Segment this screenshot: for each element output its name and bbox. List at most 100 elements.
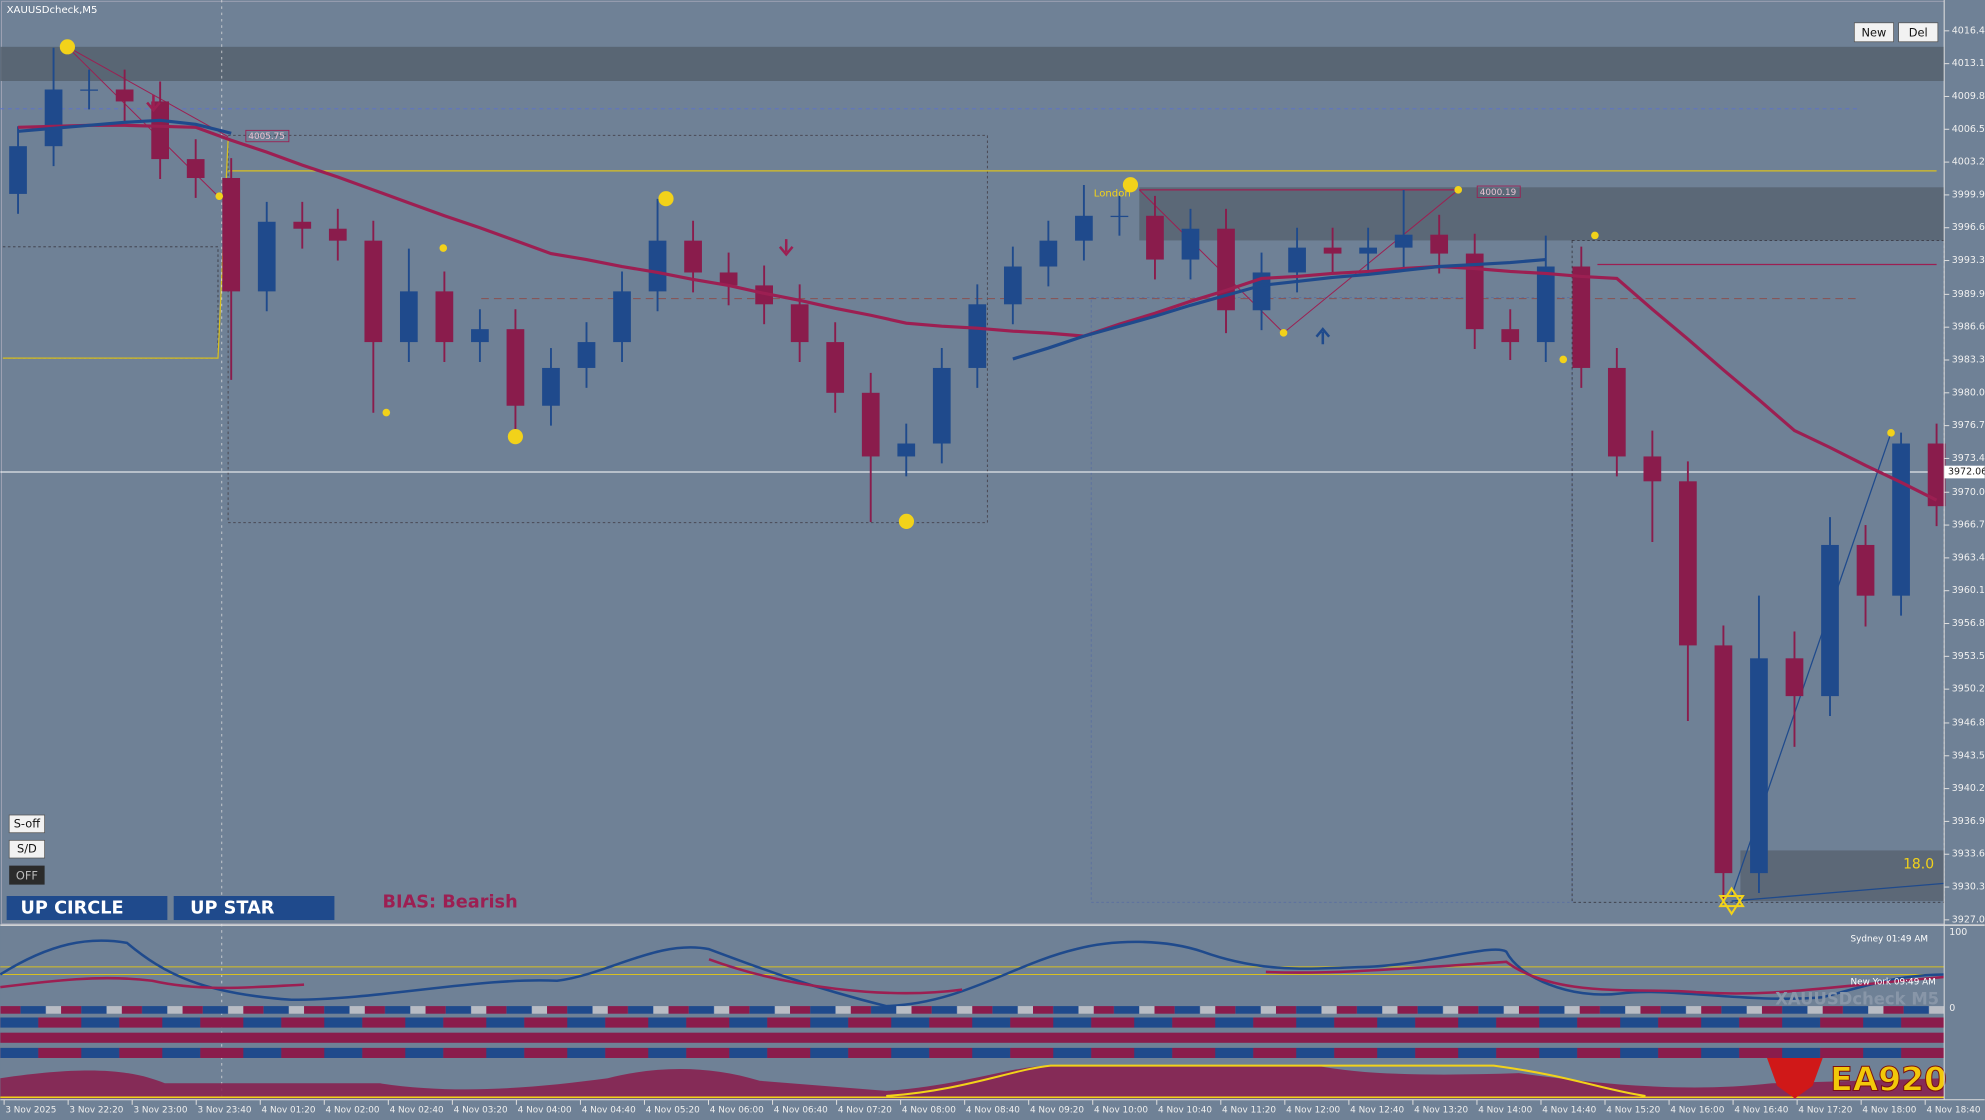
x-tick-label: 3 Nov 23:40 [197, 1105, 251, 1115]
up-star-button[interactable] [173, 896, 335, 921]
x-tick-label: 4 Nov 06:40 [774, 1105, 828, 1115]
candle-body [1785, 658, 1804, 697]
range-box [1571, 240, 1945, 903]
x-tick-label: 4 Nov 17:20 [1798, 1105, 1852, 1115]
x-tick-label: 4 Nov 16:40 [1734, 1105, 1788, 1115]
supply-zone [0, 46, 1945, 81]
sub-axis-label: 100 [1949, 927, 1967, 938]
candle-body [613, 291, 631, 343]
candle-body [684, 240, 702, 273]
y-tick-label: 3963.40 [1952, 552, 1985, 563]
candle-body [932, 367, 951, 444]
x-tick-label: 4 Nov 10:00 [1094, 1105, 1148, 1115]
y-tick-label: 3953.50 [1952, 651, 1985, 662]
y-tick-label: 3930.30 [1952, 882, 1985, 893]
candle-body [1536, 266, 1555, 343]
current-price-box [1944, 465, 1985, 479]
x-tick-label: 4 Nov 14:00 [1478, 1105, 1532, 1115]
s-off-label[interactable]: S-off [14, 816, 41, 830]
watermark: XAUUSDcheck M5 [1775, 989, 1939, 1008]
y-tick-label: 3999.90 [1952, 189, 1985, 200]
s-off-button[interactable] [8, 814, 45, 834]
candle-body [1359, 247, 1377, 254]
up-circle-label[interactable]: UP CIRCLE [21, 899, 124, 919]
candle-body [1750, 658, 1768, 874]
candle-body [1821, 544, 1839, 697]
arrow-up [1315, 327, 1331, 345]
bias-label: BIAS: Bearish [383, 892, 518, 912]
y-tick-label: 3943.50 [1952, 750, 1985, 761]
candle-body [1394, 234, 1413, 248]
sub-axis-label: 0 [1949, 1003, 1955, 1014]
x-tick-label: 4 Nov 11:20 [1222, 1105, 1276, 1115]
x-tick-label: 4 Nov 03:20 [454, 1105, 508, 1115]
x-tick-label: 4 Nov 01:20 [262, 1105, 316, 1115]
candle-body [435, 291, 454, 343]
swing-markers [59, 39, 1895, 529]
y-tick-label: 3983.30 [1952, 354, 1985, 365]
supply-zone [1139, 187, 1945, 241]
x-tick-label: 4 Nov 12:00 [1286, 1105, 1340, 1115]
x-tick-label: 4 Nov 08:40 [966, 1105, 1020, 1115]
y-tick-label: 3989.90 [1952, 289, 1985, 300]
candle-body [577, 342, 596, 368]
logo: EA920 [1830, 1059, 1947, 1098]
y-tick-label: 3946.80 [1952, 717, 1985, 728]
new-button-label[interactable]: New [1862, 25, 1887, 39]
y-tick-label: 3956.80 [1952, 618, 1985, 629]
up-circle-button[interactable] [6, 896, 168, 921]
off-label[interactable]: OFF [16, 868, 38, 882]
candle-body [648, 240, 667, 292]
moving-average [17, 118, 232, 135]
candle-body [1679, 481, 1697, 646]
candle-body [80, 89, 98, 91]
y-tick-label: 3966.70 [1952, 520, 1985, 531]
y-tick-label: 3933.60 [1952, 849, 1985, 860]
candle-body [506, 329, 525, 406]
candle-body [1146, 215, 1164, 260]
s-d-button[interactable] [8, 839, 45, 859]
candle-body [293, 221, 312, 229]
x-tick-label: 4 Nov 18:00 [1862, 1105, 1916, 1115]
y-tick-label: 4003.20 [1952, 157, 1985, 168]
x-tick-label: 4 Nov 18:40 [1926, 1105, 1980, 1115]
candle-body [1927, 443, 1946, 507]
candle-body [1039, 240, 1058, 267]
candle-body [9, 146, 27, 194]
new-button[interactable] [1853, 22, 1894, 43]
x-tick-label: 4 Nov 07:20 [838, 1105, 892, 1115]
candle-body [328, 228, 347, 241]
y-tick-label: 4006.50 [1952, 124, 1985, 135]
moving-average [1012, 257, 1546, 361]
candle-body [1288, 247, 1306, 273]
x-tick-label: 3 Nov 23:00 [133, 1105, 187, 1115]
candle-body [1465, 253, 1484, 330]
y-tick-label: 3996.60 [1952, 222, 1985, 233]
candle-body [115, 89, 134, 102]
y-tick-label: 3980.00 [1952, 387, 1985, 398]
y-tick-label: 3950.20 [1952, 684, 1985, 695]
off-button[interactable] [9, 865, 45, 885]
del-button[interactable] [1898, 22, 1939, 43]
candle-body [364, 240, 383, 343]
signal-row [0, 1006, 1945, 1014]
box-value: 18.0 [1903, 856, 1934, 872]
arrow-down [146, 94, 794, 257]
candle-body [471, 329, 489, 343]
signal-row [0, 1032, 1945, 1043]
candle-body [826, 342, 845, 393]
y-tick-label: 3973.40 [1952, 453, 1985, 464]
s-d-label[interactable]: S/D [17, 842, 37, 856]
candle-body [1003, 266, 1022, 305]
y-tick-label: 3927.00 [1952, 914, 1985, 925]
candle-body [1252, 272, 1271, 311]
oscillator-line [0, 939, 1945, 1008]
candle-body [719, 272, 738, 286]
candle-body [1892, 443, 1910, 596]
candle-body [861, 392, 880, 457]
x-tick-label: 4 Nov 02:40 [390, 1105, 444, 1115]
y-tick-label: 4016.40 [1952, 25, 1985, 36]
del-button-label[interactable]: Del [1909, 25, 1928, 39]
price-tag-box [1476, 185, 1521, 198]
up-star-label[interactable]: UP STAR [190, 899, 275, 919]
